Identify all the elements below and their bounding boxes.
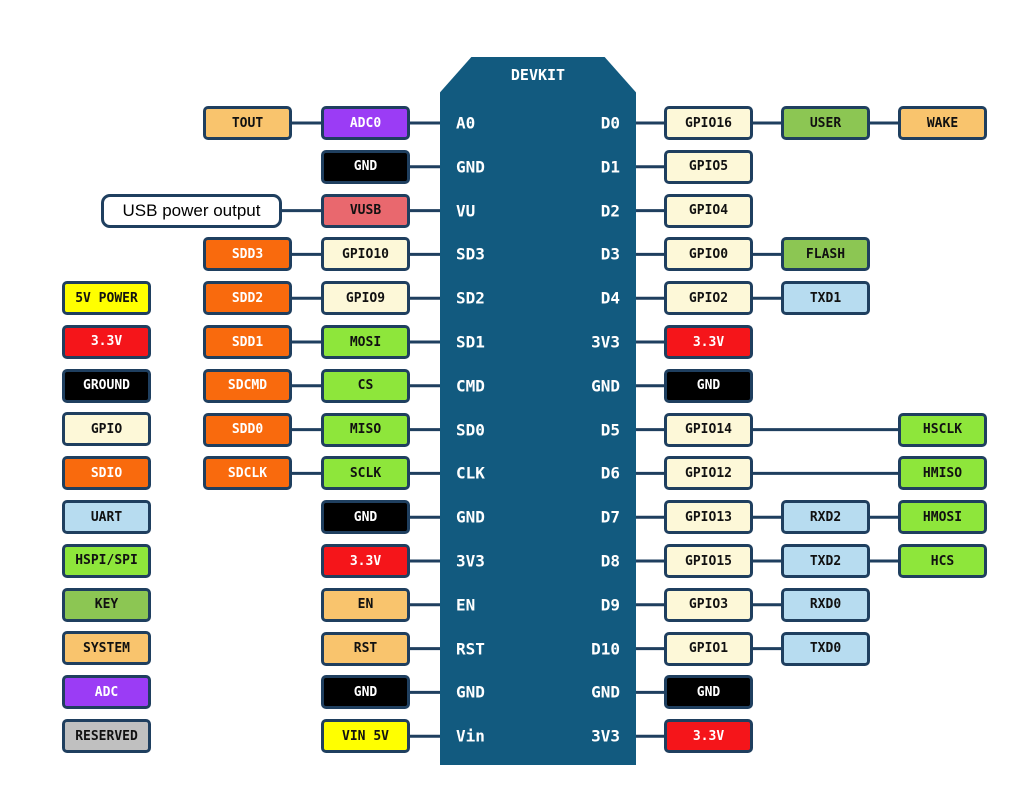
pin-function-box: SDD1 — [203, 325, 292, 359]
legend-item: GROUND — [62, 368, 151, 403]
pin-function-box: GPIO1 — [664, 631, 753, 666]
pin-function-box: GPIO12 — [664, 456, 753, 491]
pin-label-left: GND — [456, 507, 485, 527]
pin-label-right: D1 — [600, 157, 620, 177]
pin-function-box: SDCMD — [203, 368, 292, 403]
pin-function-box: TXD0 — [781, 631, 870, 666]
pin-function-box: GPIO16 — [664, 106, 753, 140]
pin-label-right: GND — [591, 682, 620, 702]
pin-function-box: RXD0 — [781, 587, 870, 622]
pin-function-box: HSCLK — [898, 412, 987, 447]
devkit-board — [440, 57, 636, 765]
pin-function-box: ADC0 — [321, 106, 410, 140]
pin-function-box: SDD3 — [203, 237, 292, 272]
pin-function-box: 3.3V — [664, 325, 753, 359]
pin-function-box: 3.3V — [321, 544, 410, 578]
pin-function-box: MOSI — [321, 325, 410, 359]
pin-function-box: TOUT — [203, 106, 292, 140]
pin-function-box: 3.3V — [664, 719, 753, 754]
pin-function-box: GND — [321, 500, 410, 535]
pin-label-left: CLK — [456, 463, 485, 483]
pin-label-left: Vin — [456, 726, 485, 746]
pin-function-box: EN — [321, 587, 410, 622]
pin-label-right: 3V3 — [591, 332, 620, 352]
legend-item: KEY — [62, 587, 151, 622]
pin-function-box: GPIO0 — [664, 237, 753, 272]
pin-label-left: A0 — [456, 113, 476, 133]
pin-function-box: GPIO10 — [321, 237, 410, 272]
pin-function-box: GND — [664, 675, 753, 710]
legend-item: 3.3V — [62, 324, 151, 359]
legend-item: SDIO — [62, 456, 151, 491]
board-title: DEVKIT — [510, 66, 566, 84]
pin-label-left: EN — [456, 595, 476, 615]
pin-label-left: 3V3 — [456, 551, 485, 571]
pin-label-right: 3V3 — [591, 726, 620, 746]
pin-label-left: SD0 — [456, 420, 485, 440]
pin-function-box: HCS — [898, 544, 987, 578]
pin-function-box: GPIO9 — [321, 281, 410, 316]
pin-label-right: D7 — [600, 507, 620, 527]
pin-label-right: D10 — [591, 639, 620, 659]
pin-label-right: D5 — [600, 420, 620, 440]
pin-function-box: GND — [321, 149, 410, 184]
pin-function-box: SDD0 — [203, 412, 292, 447]
pin-function-box: GPIO2 — [664, 281, 753, 316]
pin-function-box: SCLK — [321, 456, 410, 491]
pin-function-box: USER — [781, 106, 870, 140]
pin-label-left: VU — [456, 201, 476, 221]
pin-function-box: GPIO4 — [664, 193, 753, 228]
pin-label-left: GND — [456, 682, 485, 702]
pin-function-box: GPIO15 — [664, 544, 753, 578]
pin-function-box: VIN 5V — [321, 719, 410, 754]
legend-item: RESERVED — [62, 719, 151, 753]
pin-function-box: GPIO14 — [664, 412, 753, 447]
pin-label-right: D9 — [600, 595, 620, 615]
pin-function-box: GPIO3 — [664, 587, 753, 622]
pin-function-box: TXD1 — [781, 281, 870, 316]
pin-function-box: SDCLK — [203, 456, 292, 491]
pin-label-left: RST — [456, 639, 485, 659]
legend-item: ADC — [62, 675, 151, 710]
pin-label-right: D2 — [600, 201, 620, 221]
pin-function-box: GND — [664, 368, 753, 403]
pin-function-box: RXD2 — [781, 500, 870, 535]
pin-label-right: D6 — [600, 463, 620, 483]
pin-function-box: GPIO5 — [664, 149, 753, 184]
pin-label-left: SD2 — [456, 288, 485, 308]
pin-function-box: TXD2 — [781, 544, 870, 578]
legend-item: 5V POWER — [62, 281, 151, 315]
pin-function-box: GND — [321, 675, 410, 710]
pin-function-box: RST — [321, 631, 410, 666]
pin-label-left: SD1 — [456, 332, 485, 352]
pin-function-box: HMISO — [898, 456, 987, 491]
pin-function-box: GPIO13 — [664, 500, 753, 535]
pin-label-left: SD3 — [456, 244, 485, 264]
pin-label-right: D8 — [600, 551, 620, 571]
usb-power-output-note: USB power output — [101, 193, 282, 228]
pin-function-box: WAKE — [898, 106, 987, 140]
pin-function-box: HMOSI — [898, 500, 987, 535]
pin-label-right: D3 — [600, 244, 620, 264]
legend-item: GPIO — [62, 412, 151, 447]
pin-function-box: CS — [321, 368, 410, 403]
legend-item: HSPI/SPI — [62, 543, 151, 578]
pin-function-box: MISO — [321, 412, 410, 447]
legend-item: UART — [62, 500, 151, 534]
legend-item: SYSTEM — [62, 631, 151, 666]
pin-label-left: CMD — [456, 376, 485, 396]
pin-function-box: FLASH — [781, 237, 870, 272]
pin-label-left: GND — [456, 157, 485, 177]
pin-label-right: D4 — [600, 288, 620, 308]
pin-function-box: SDD2 — [203, 281, 292, 316]
pin-label-right: GND — [591, 376, 620, 396]
pin-function-box: VUSB — [321, 193, 410, 228]
pin-label-right: D0 — [600, 113, 620, 133]
